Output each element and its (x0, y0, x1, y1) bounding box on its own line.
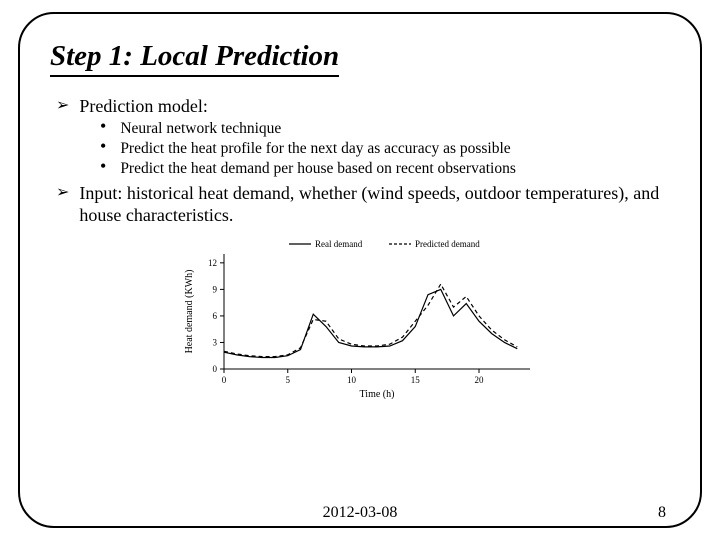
sub-bullet-text: Neural network technique (120, 119, 281, 138)
footer-date: 2012-03-08 (0, 504, 720, 522)
sub-bullet: • Neural network technique (100, 119, 670, 138)
svg-text:3: 3 (213, 337, 218, 347)
bullet-list: ➢ Prediction model: • Neural network tec… (56, 95, 670, 226)
dot-icon: • (100, 139, 106, 153)
svg-text:9: 9 (213, 284, 218, 294)
sub-bullet: • Predict the heat profile for the next … (100, 139, 670, 158)
dot-icon: • (100, 119, 106, 133)
svg-text:Time (h): Time (h) (360, 389, 395, 399)
svg-text:5: 5 (286, 375, 291, 385)
svg-text:Real demand: Real demand (315, 239, 363, 249)
dot-icon: • (100, 159, 106, 173)
bullet-text: Input: historical heat demand, whether (… (79, 182, 670, 226)
bullet-text: Prediction model: (79, 95, 670, 117)
svg-text:0: 0 (213, 364, 218, 374)
svg-text:20: 20 (475, 375, 485, 385)
slide-title: Step 1: Local Prediction (50, 40, 339, 77)
svg-text:0: 0 (222, 375, 227, 385)
svg-text:12: 12 (208, 258, 217, 268)
sub-bullet-list: • Neural network technique • Predict the… (100, 119, 670, 178)
slide-content: Step 1: Local Prediction ➢ Prediction mo… (50, 40, 670, 502)
bullet-input: ➢ Input: historical heat demand, whether… (56, 182, 670, 226)
sub-bullet-text: Predict the heat profile for the next da… (120, 139, 510, 158)
svg-text:Predicted demand: Predicted demand (415, 239, 480, 249)
page-number: 8 (658, 504, 666, 522)
sub-bullet-text: Predict the heat demand per house based … (120, 159, 516, 178)
arrow-icon: ➢ (56, 182, 69, 204)
heat-demand-chart: 0 3 6 9 12 0 5 10 15 20 Time (h) Heat demand (KWh) R… (180, 234, 540, 399)
bullet-prediction-model: ➢ Prediction model: (56, 95, 670, 117)
chart-svg: 0 3 6 9 12 0 5 10 15 20 Time (h) Heat demand (KWh) R… (180, 234, 540, 399)
sub-bullet: • Predict the heat demand per house base… (100, 159, 670, 178)
svg-text:Heat demand (KWh): Heat demand (KWh) (184, 270, 195, 354)
arrow-icon: ➢ (56, 95, 69, 117)
svg-text:6: 6 (213, 311, 218, 321)
svg-text:10: 10 (347, 375, 357, 385)
svg-text:15: 15 (411, 375, 421, 385)
